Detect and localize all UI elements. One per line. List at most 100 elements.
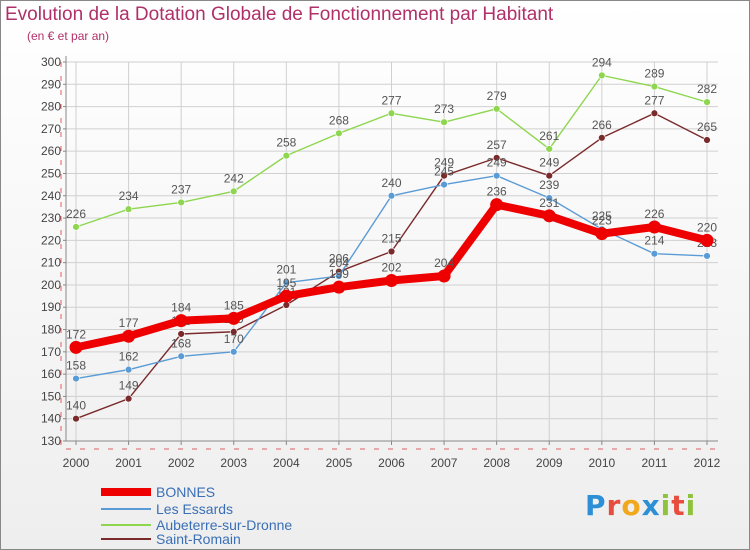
data-point-les-essards [335,272,343,280]
data-label-les-essards: 168 [171,336,191,350]
data-label-saint-romain: 215 [381,232,401,246]
data-point-bonnes [595,227,609,241]
data-point-aubeterre-sur-dronne [440,118,448,126]
y-tick-label: 200 [41,278,61,292]
data-label-les-essards: 245 [434,165,454,179]
data-label-aubeterre-sur-dronne: 273 [434,102,454,116]
legend-label-les-essards: Les Essards [156,501,233,517]
data-point-les-essards [492,172,501,180]
data-point-les-essards [545,194,553,202]
y-tick-label: 300 [41,55,61,69]
y-tick-label: 250 [41,166,61,180]
y-tick-label: 150 [41,389,61,403]
data-label-aubeterre-sur-dronne: 237 [171,182,191,196]
legend-label-saint-romain: Saint-Romain [156,531,241,547]
data-point-saint-romain [387,247,396,256]
data-point-les-essards [282,279,291,287]
data-label-aubeterre-sur-dronne: 234 [119,189,139,203]
data-label-saint-romain: 249 [434,156,454,170]
x-tick-label: 2007 [431,456,458,470]
data-point-aubeterre-sur-dronne [230,187,238,196]
data-label-saint-romain: 149 [119,379,139,393]
proxiti-logo: Proxiti [585,489,697,522]
data-label-aubeterre-sur-dronne: 226 [66,207,86,221]
data-label-saint-romain: 257 [487,138,507,152]
data-label-les-essards: 249 [487,156,507,170]
data-label-bonnes: 185 [224,298,244,312]
data-label-saint-romain: 140 [66,399,86,413]
data-label-aubeterre-sur-dronne: 294 [592,55,612,69]
y-tick-label: 130 [41,434,61,448]
data-label-les-essards: 201 [276,263,296,277]
data-point-bonnes [490,198,504,212]
data-label-bonnes: 184 [171,301,191,315]
data-label-bonnes: 177 [119,316,139,330]
data-label-bonnes: 202 [381,260,401,274]
data-point-aubeterre-sur-dronne [492,105,501,113]
x-tick-label: 2001 [115,456,142,470]
data-label-aubeterre-sur-dronne: 242 [224,171,244,185]
data-label-les-essards: 214 [644,234,664,248]
x-tick-label: 2003 [220,456,247,470]
data-label-les-essards: 158 [66,359,86,373]
data-point-aubeterre-sur-dronne [335,129,343,138]
data-label-saint-romain: 277 [644,93,664,107]
data-point-bonnes [647,220,661,234]
data-label-aubeterre-sur-dronne: 258 [276,136,296,150]
data-point-les-essards [440,180,448,189]
y-tick-label: 180 [41,323,61,337]
data-point-aubeterre-sur-dronne [124,205,133,213]
data-point-les-essards [387,192,396,200]
data-label-bonnes: 220 [697,220,717,234]
y-tick-label: 270 [41,122,61,136]
data-point-bonnes [227,311,241,325]
data-point-aubeterre-sur-dronne [703,98,711,106]
data-point-aubeterre-sur-dronne [598,71,606,80]
data-label-saint-romain: 249 [539,156,559,170]
data-point-aubeterre-sur-dronne [650,82,659,91]
data-label-aubeterre-sur-dronne: 268 [329,113,349,127]
legend-label-bonnes: BONNES [156,484,215,500]
data-point-bonnes [279,289,293,303]
data-label-aubeterre-sur-dronne: 279 [487,89,507,103]
x-tick-label: 2004 [273,456,300,470]
chart-title: Evolution de la Dotation Globale de Fonc… [5,4,554,25]
data-point-les-essards [177,352,185,360]
legend-label-aubeterre-sur-dronne: Aubeterre-sur-Dronne [156,517,292,533]
data-point-saint-romain [124,394,133,403]
data-label-aubeterre-sur-dronne: 261 [539,129,559,143]
data-label-bonnes: 223 [592,214,612,228]
data-label-bonnes: 172 [66,327,86,341]
data-point-saint-romain [545,172,553,180]
data-point-bonnes [69,340,83,354]
y-tick-label: 280 [41,100,61,114]
data-label-les-essards: 162 [119,350,139,364]
data-point-saint-romain [492,154,501,162]
y-tick-label: 170 [41,345,61,359]
data-point-bonnes [542,209,556,223]
data-point-saint-romain [72,415,80,423]
y-tick-label: 220 [41,233,61,247]
data-label-bonnes: 204 [434,256,454,270]
x-tick-label: 2009 [536,456,563,470]
data-point-aubeterre-sur-dronne [387,109,396,117]
data-point-saint-romain [282,301,291,309]
x-tick-label: 2011 [642,456,668,470]
data-point-saint-romain [703,136,711,144]
y-tick-label: 210 [41,256,61,270]
y-tick-label: 230 [41,211,61,225]
data-point-aubeterre-sur-dronne [545,145,553,153]
x-tick-label: 2000 [63,456,90,470]
data-point-aubeterre-sur-dronne [282,151,291,160]
y-tick-label: 160 [41,367,61,381]
data-label-saint-romain: 265 [697,120,717,134]
data-point-les-essards [703,252,711,260]
data-point-aubeterre-sur-dronne [72,223,80,231]
data-label-les-essards: 239 [539,178,559,192]
data-point-bonnes [437,269,451,283]
x-tick-label: 2008 [483,456,510,470]
data-label-bonnes: 226 [644,207,664,221]
y-tick-label: 140 [41,412,61,426]
